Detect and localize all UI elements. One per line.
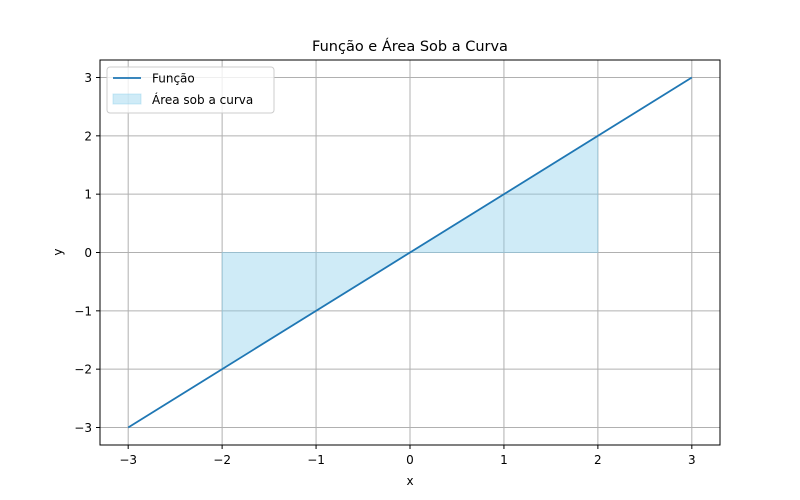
legend-label-function: Função [152,72,195,86]
legend-box [106,66,275,114]
x-tick-label-0: −3 [119,453,137,467]
legend-label-area: Área sob a curva [152,92,253,107]
x-tick-label-2: −1 [307,453,325,467]
x-tick-label-6: 3 [688,453,696,467]
y-tick-label-6: 3 [84,71,92,85]
y-axis-label: y [51,248,65,255]
y-tick-label-0: −3 [74,421,92,435]
function-line [127,76,693,429]
y-tick-label-5: 2 [84,129,92,143]
x-tick-label-1: −2 [213,453,231,467]
x-tick-label-4: 1 [500,453,508,467]
x-axis-label: x [406,474,413,488]
legend-swatch-area [112,93,142,105]
y-tick-label-4: 1 [84,188,92,202]
function-line-layer [127,76,693,429]
y-tick-label-1: −2 [74,363,92,377]
x-tick-label-5: 2 [594,453,602,467]
y-tick-label-3: 0 [84,246,92,260]
y-tick-label-2: −1 [74,304,92,318]
x-tick-label-3: 0 [406,453,414,467]
chart-title: Função e Área Sob a Curva [312,38,508,55]
axes-ticks: −3 −2 −1 0 1 2 3 −3 −2 −1 0 1 2 3 [74,71,695,467]
legend: Função Área sob a curva [106,66,275,114]
